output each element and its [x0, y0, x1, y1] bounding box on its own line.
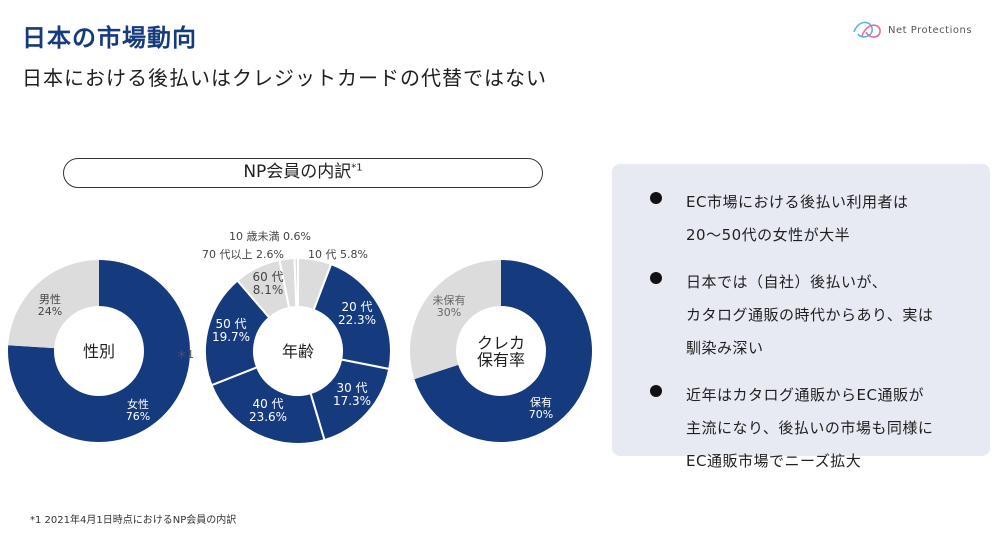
donut-slice [414, 260, 592, 442]
donut-center-label: クレカ保有率 [477, 334, 525, 370]
donut-slice [204, 279, 271, 387]
bullet-line: EC市場における後払い利用者は [686, 193, 909, 211]
donut-slice [312, 262, 392, 371]
bullet-line: 主流になり、後払いの市場も同様に [686, 419, 934, 437]
donut-slice [8, 260, 100, 349]
slice-label: 70 代以上 2.6% [202, 248, 284, 261]
bullet-line: EC通販市場でニーズ拡大 [686, 452, 862, 470]
donut-slice [409, 260, 501, 380]
footnote: *1 2021年4月1日時点におけるNP会員の内訳 [30, 515, 237, 526]
age-donut: 10 代 5.8% 20 代 22.3% 30 代 17.3% 40 代 23.6% 50 代… [202, 230, 392, 445]
slice-label: 50 代 19.7% [212, 317, 250, 344]
donut-slice [8, 260, 191, 442]
slice-label: 60 代 8.1% [252, 270, 283, 297]
bullet-line: 近年はカタログ通販からEC通販が [686, 386, 924, 404]
slice-label: 20 代 22.3% [338, 300, 376, 327]
slice-label: 保有 70% [529, 395, 553, 421]
net-protections-logo-icon [853, 21, 881, 38]
section-label: NP会員の内訳*1 [63, 158, 543, 188]
bullet-dot-icon [650, 385, 662, 397]
bullet-item: 日本では（自社）後払いが、 カタログ通販の時代からあり、実は 馴染み深い [640, 266, 980, 365]
page-title: 日本の市場動向 [22, 24, 197, 52]
credit-card-donut: 保有 70% 未保有 30% クレカ保有率 [409, 260, 592, 442]
footnote-mark: *1 [351, 162, 363, 174]
section-label-text: NP会員の内訳 [243, 162, 352, 182]
bullet-list: EC市場における後払い利用者は 20～50代の女性が大半 日本では（自社）後払い… [640, 186, 980, 492]
bullet-line: 馴染み深い [686, 339, 764, 357]
donut-slice [293, 256, 299, 309]
page-subtitle: 日本における後払いはクレジットカードの代替ではない [22, 66, 547, 90]
bullet-line: 20～50代の女性が大半 [686, 226, 851, 244]
slice-label: 10 代 5.8% [308, 248, 368, 261]
donut-slice [210, 365, 326, 445]
slice-label: 女性 76% [126, 397, 150, 423]
slice-label: 男性 24% [38, 292, 62, 318]
company-logo: Net Protections [850, 18, 980, 42]
bullet-item: EC市場における後払い利用者は 20～50代の女性が大半 [640, 186, 980, 252]
clipped-label: ＊1 [176, 348, 194, 361]
info-panel: EC市場における後払い利用者は 20～50代の女性が大半 日本では（自社）後払い… [612, 164, 990, 470]
bullet-line: カタログ通販の時代からあり、実は [686, 306, 934, 324]
donut-center-label: 年齢 [282, 342, 314, 361]
gender-donut: 女性 76% 男性 24% 性別 [8, 260, 191, 442]
slice-label: 10 歳未満 0.6% [229, 230, 311, 243]
bullet-item: 近年はカタログ通販からEC通販が 主流になり、後払いの市場も同様に EC通販市場… [640, 379, 980, 478]
bullet-line: 日本では（自社）後払いが、 [686, 273, 888, 291]
slice-label: 未保有 30% [433, 293, 466, 319]
logo-text: Net Protections [888, 24, 973, 36]
slice-label: 30 代 17.3% [333, 381, 371, 408]
slice-label: 40 代 23.6% [249, 397, 287, 424]
bullet-dot-icon [650, 192, 662, 204]
bullet-dot-icon [650, 272, 662, 284]
donut-center-label: 性別 [83, 342, 115, 361]
